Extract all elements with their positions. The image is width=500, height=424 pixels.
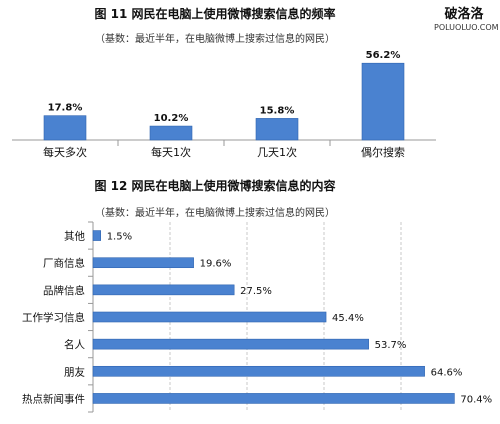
chart1-value-label: 10.2% (154, 113, 189, 124)
chart2-bar (92, 393, 455, 404)
chart2-category-label: 其他 (64, 230, 85, 243)
chart1-subtitle: （基数：最近半年，在电脑微博上搜索过信息的网民） (95, 34, 335, 45)
chart1-category-label: 每天多次 (43, 145, 87, 159)
chart2-subtitle: （基数：最近半年，在电脑微博上搜索过信息的网民） (95, 208, 335, 219)
chart2-value-label: 64.6% (431, 367, 463, 378)
chart2-bar (92, 230, 101, 241)
watermark-en: POLUOLUO.COM (434, 22, 499, 32)
chart1-value-label: 15.8% (260, 105, 295, 116)
site-watermark: 破洛洛 POLUOLUO.COM (434, 7, 499, 32)
chart1-bar (43, 115, 87, 141)
chart2-value-label: 27.5% (240, 286, 272, 297)
chart2-title: 图 12 网民在电脑上使用微博搜索信息的内容 (94, 179, 336, 193)
chart2-value-label: 70.4% (460, 394, 492, 405)
chart2-value-label: 19.6% (200, 259, 232, 270)
chart1-bar (149, 125, 193, 141)
chart2-bar (92, 257, 194, 269)
watermark-cn: 破洛洛 (444, 7, 484, 22)
chart1-value-label: 56.2% (366, 50, 401, 61)
chart2-bar (92, 311, 327, 323)
chart2-bar (92, 284, 235, 296)
chart2-category-label: 厂商信息 (43, 257, 85, 270)
chart2-bar (92, 365, 425, 377)
chart1-value-label: 17.8% (48, 103, 83, 114)
chart1-bar (255, 118, 299, 141)
chart2-category-label: 名人 (64, 338, 85, 351)
chart2-category-label: 热点新闻事件 (22, 392, 85, 405)
chart1-category-label: 几天1次 (257, 145, 297, 159)
chart2-value-label: 45.4% (332, 313, 364, 324)
chart1-bar (361, 62, 405, 141)
chart2-category-label: 工作学习信息 (22, 311, 85, 324)
chart1-category-label: 偶尔搜索 (361, 145, 405, 159)
chart1-title: 图 11 网民在电脑上使用微博搜索信息的频率 (94, 7, 336, 21)
chart2-value-label: 53.7% (375, 340, 407, 351)
chart2-bar (92, 338, 369, 350)
chart1-vertical-bar: 17.8% 每天多次 10.2% 每天1次 15.8% 几天1次 56.2% 偶尔搜索 (12, 50, 436, 159)
chart2-category-label: 品牌信息 (43, 284, 85, 297)
chart1-category-label: 每天1次 (151, 145, 191, 159)
chart2-value-label: 1.5% (107, 232, 132, 243)
chart2-category-label: 朋友 (64, 365, 85, 378)
